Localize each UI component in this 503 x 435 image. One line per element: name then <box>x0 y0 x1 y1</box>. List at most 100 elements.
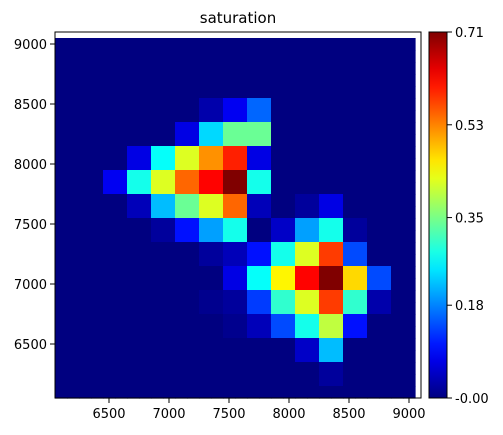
plot-frame <box>54 31 422 399</box>
heatmap-cell <box>55 290 68 303</box>
heatmap-cell <box>391 146 404 159</box>
heatmap-cell <box>187 218 200 231</box>
heatmap-cell <box>91 242 104 255</box>
heatmap-cell <box>223 230 236 243</box>
heatmap-cell <box>295 386 308 399</box>
heatmap-cell <box>187 50 200 63</box>
heatmap-cell <box>67 242 80 255</box>
heatmap-cell <box>115 338 128 351</box>
heatmap-cell <box>223 290 236 303</box>
heatmap-cell <box>355 74 368 87</box>
heatmap-cell <box>355 134 368 147</box>
heatmap-cell <box>319 74 332 87</box>
heatmap-cell <box>175 326 188 339</box>
heatmap-cell <box>319 374 332 387</box>
heatmap-cell <box>127 350 140 363</box>
heatmap-cell <box>199 254 212 267</box>
heatmap-cell <box>235 50 248 63</box>
heatmap-cell <box>55 86 68 99</box>
heatmap-cell <box>259 182 272 195</box>
heatmap-cell <box>151 326 164 339</box>
heatmap-cell <box>151 290 164 303</box>
heatmap-cell <box>79 146 92 159</box>
heatmap-cell <box>175 206 188 219</box>
heatmap-cell <box>247 302 260 315</box>
heatmap-cell <box>283 374 296 387</box>
heatmap-cell <box>187 374 200 387</box>
heatmap-cell <box>127 314 140 327</box>
heatmap-cell <box>127 158 140 171</box>
heatmap-cell <box>163 110 176 123</box>
heatmap-cell <box>115 110 128 123</box>
heatmap-cell <box>367 206 380 219</box>
heatmap-cell <box>151 302 164 315</box>
heatmap-cell <box>235 158 248 171</box>
heatmap-cell <box>403 278 416 291</box>
heatmap-cell <box>139 134 152 147</box>
heatmap-cell <box>79 38 92 51</box>
heatmap-cell <box>235 338 248 351</box>
heatmap-cell <box>355 242 368 255</box>
heatmap-cell <box>79 110 92 123</box>
heatmap-cell <box>67 314 80 327</box>
heatmap-cell <box>163 62 176 75</box>
heatmap-cell <box>319 158 332 171</box>
heatmap-cell <box>355 326 368 339</box>
heatmap-cell <box>115 218 128 231</box>
heatmap-cell <box>163 230 176 243</box>
heatmap-cell <box>139 374 152 387</box>
heatmap-cell <box>103 326 116 339</box>
heatmap-cell <box>187 110 200 123</box>
heatmap-cell <box>211 134 224 147</box>
heatmap-cell <box>175 350 188 363</box>
heatmap-cell <box>403 314 416 327</box>
heatmap-cell <box>163 338 176 351</box>
heatmap-cell <box>103 302 116 315</box>
x-tick-label: 7500 <box>212 407 245 422</box>
heatmap-cell <box>343 146 356 159</box>
heatmap-cell <box>163 86 176 99</box>
heatmap-cell <box>223 350 236 363</box>
heatmap-cell <box>295 326 308 339</box>
heatmap-cell <box>103 50 116 63</box>
heatmap-cell <box>247 314 260 327</box>
heatmap-cell <box>355 218 368 231</box>
heatmap-cell <box>295 38 308 51</box>
heatmap-cell <box>343 266 356 279</box>
heatmap-cell <box>307 230 320 243</box>
heatmap-cell <box>67 278 80 291</box>
heatmap-cell <box>247 74 260 87</box>
heatmap-cell <box>79 362 92 375</box>
heatmap-cell <box>235 266 248 279</box>
heatmap-cell <box>115 50 128 63</box>
heatmap-cell <box>91 98 104 111</box>
heatmap-cell <box>367 62 380 75</box>
heatmap-cell <box>67 230 80 243</box>
heatmap-cell <box>235 386 248 399</box>
heatmap-cell <box>235 122 248 135</box>
heatmap-cell <box>295 170 308 183</box>
heatmap-cell <box>163 38 176 51</box>
heatmap-cell <box>391 134 404 147</box>
heatmap-cell <box>247 218 260 231</box>
heatmap-cell <box>283 290 296 303</box>
heatmap-cell <box>139 74 152 87</box>
heatmap-cell <box>187 38 200 51</box>
heatmap-cell <box>247 62 260 75</box>
heatmap-cell <box>91 134 104 147</box>
heatmap-cell <box>139 278 152 291</box>
heatmap-cell <box>331 302 344 315</box>
heatmap-cell <box>139 302 152 315</box>
heatmap-cell <box>211 110 224 123</box>
heatmap-cell <box>127 170 140 183</box>
heatmap-cell <box>55 158 68 171</box>
heatmap-cell <box>343 350 356 363</box>
heatmap-cell <box>103 362 116 375</box>
heatmap-cell <box>79 290 92 303</box>
heatmap-cell <box>331 38 344 51</box>
heatmap-cell <box>151 62 164 75</box>
heatmap-cell <box>175 254 188 267</box>
heatmap-cell <box>331 290 344 303</box>
heatmap-cell <box>199 182 212 195</box>
heatmap-cell <box>319 218 332 231</box>
